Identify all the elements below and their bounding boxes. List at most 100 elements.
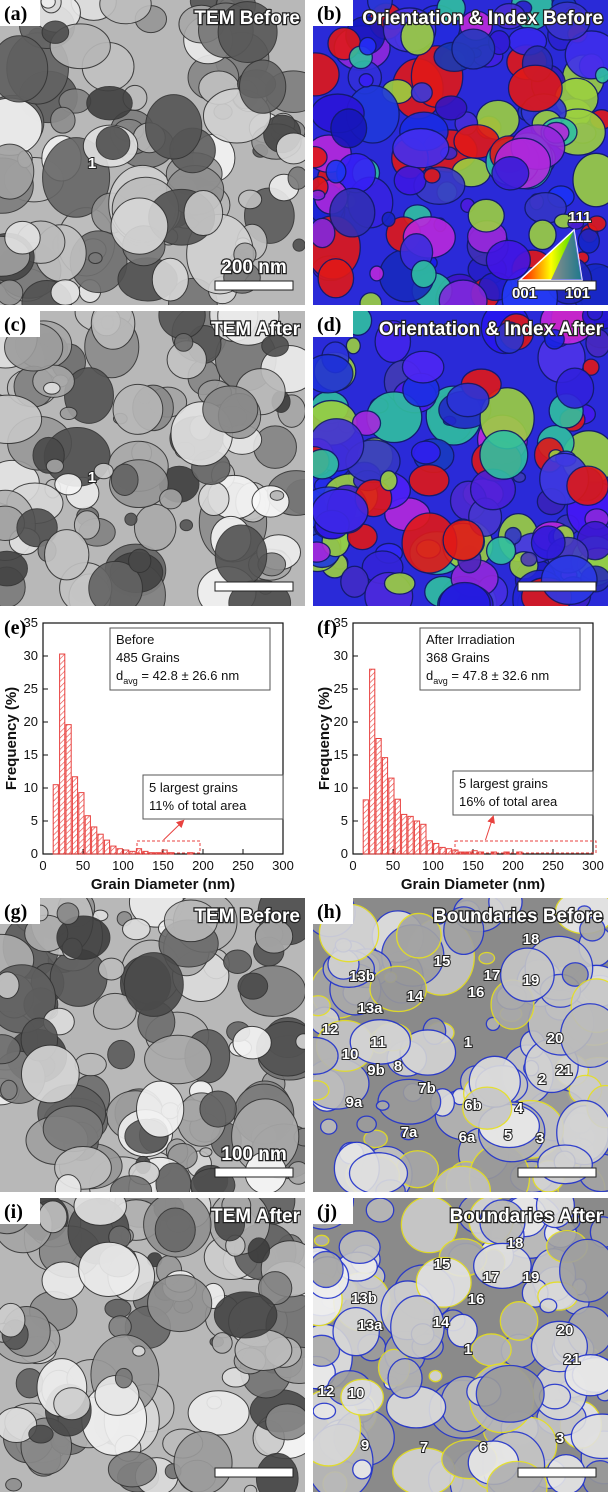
bar bbox=[472, 851, 477, 854]
grain bbox=[0, 972, 19, 999]
scale-bar bbox=[215, 1168, 293, 1177]
grain bbox=[174, 333, 192, 351]
grain bbox=[146, 95, 202, 159]
grain-label: 4 bbox=[515, 1100, 524, 1117]
grain-label: 3 bbox=[536, 1130, 544, 1147]
d-subscript: avg bbox=[433, 676, 448, 686]
scale-bar bbox=[518, 1168, 596, 1177]
grain bbox=[238, 973, 268, 999]
grain bbox=[133, 1346, 145, 1356]
grain bbox=[326, 160, 346, 183]
grain bbox=[318, 259, 353, 298]
grain bbox=[200, 1091, 236, 1127]
grain bbox=[556, 368, 594, 408]
panel-label: (d) bbox=[317, 314, 341, 336]
grain bbox=[447, 383, 489, 416]
y-tick-label: 20 bbox=[24, 714, 38, 729]
grain bbox=[51, 107, 75, 133]
grain-label: 14 bbox=[407, 988, 424, 1005]
panel-title: Orientation & Index After bbox=[379, 319, 604, 340]
grain bbox=[115, 1368, 132, 1388]
grain bbox=[311, 190, 325, 200]
grain bbox=[435, 96, 466, 120]
x-tick-label: 0 bbox=[349, 858, 356, 873]
grain bbox=[200, 1148, 212, 1157]
grain-label: 21 bbox=[556, 1062, 573, 1079]
grain bbox=[424, 169, 440, 183]
d-symbol: d bbox=[426, 668, 433, 683]
bar bbox=[72, 777, 77, 854]
grain bbox=[540, 1299, 557, 1313]
y-tick-label: 25 bbox=[334, 681, 348, 696]
grain bbox=[306, 996, 330, 1016]
grain bbox=[341, 566, 369, 597]
grain bbox=[148, 1275, 212, 1332]
grain bbox=[46, 459, 63, 473]
note-line: 5 largest grains bbox=[459, 776, 548, 791]
bar bbox=[434, 843, 439, 854]
grain bbox=[388, 1359, 422, 1398]
grain-label: 9a bbox=[346, 1094, 363, 1111]
grain-label: 6 bbox=[479, 1439, 487, 1456]
grain bbox=[184, 191, 223, 236]
grain bbox=[339, 1231, 380, 1264]
grain-label: 13b bbox=[351, 1290, 377, 1307]
grain bbox=[160, 489, 183, 509]
grain bbox=[79, 1242, 140, 1296]
grain bbox=[113, 384, 163, 434]
grain bbox=[240, 60, 286, 113]
grain bbox=[155, 1208, 195, 1252]
grain bbox=[304, 355, 353, 393]
d-symbol: d bbox=[116, 668, 123, 683]
bar bbox=[104, 840, 109, 854]
x-axis-title: Grain Diameter (nm) bbox=[91, 876, 235, 893]
grain bbox=[447, 1314, 477, 1347]
grain bbox=[359, 38, 376, 55]
grain bbox=[0, 1303, 25, 1337]
grain-label: 2 bbox=[538, 1071, 546, 1088]
scale-bar bbox=[518, 582, 596, 591]
x-tick-label: 200 bbox=[502, 858, 524, 873]
grain-label: 18 bbox=[507, 1235, 524, 1252]
inset-label: 111 bbox=[568, 209, 591, 226]
grain bbox=[44, 382, 61, 394]
grain bbox=[293, 239, 305, 251]
bar bbox=[446, 849, 451, 854]
annotation-line: After Irradiation bbox=[426, 632, 515, 647]
grain bbox=[134, 504, 175, 550]
grain-label: 20 bbox=[547, 1030, 564, 1047]
highlight-arrow bbox=[164, 821, 184, 840]
grain bbox=[214, 1292, 276, 1338]
grain bbox=[75, 1053, 106, 1075]
grain-label: 18 bbox=[523, 931, 540, 948]
grain-label: 20 bbox=[557, 1322, 574, 1339]
x-tick-label: 100 bbox=[112, 858, 134, 873]
grain-label: 21 bbox=[564, 1351, 581, 1368]
bar bbox=[414, 821, 419, 854]
grain bbox=[111, 198, 168, 254]
grain bbox=[124, 953, 183, 1017]
bar bbox=[130, 851, 135, 854]
grain bbox=[123, 919, 151, 940]
grain bbox=[331, 109, 367, 148]
highlight-arrow bbox=[486, 817, 494, 840]
grain bbox=[266, 1404, 310, 1440]
grain bbox=[224, 950, 252, 973]
grain bbox=[105, 1299, 131, 1318]
grain bbox=[41, 0, 55, 8]
bar bbox=[117, 849, 122, 854]
grain bbox=[43, 1106, 103, 1152]
grain-label: 13b bbox=[349, 968, 375, 985]
grain bbox=[233, 1026, 271, 1058]
y-tick-label: 10 bbox=[334, 780, 348, 795]
grain bbox=[29, 1425, 53, 1443]
grain bbox=[487, 537, 516, 565]
y-tick-label: 15 bbox=[24, 747, 38, 762]
y-tick-label: 25 bbox=[24, 681, 38, 696]
grain bbox=[480, 430, 528, 479]
y-tick-label: 0 bbox=[31, 846, 38, 861]
grain-label: 12 bbox=[318, 1383, 335, 1400]
bar bbox=[124, 850, 129, 854]
grain bbox=[199, 482, 229, 516]
grain-label: 19 bbox=[523, 972, 540, 989]
